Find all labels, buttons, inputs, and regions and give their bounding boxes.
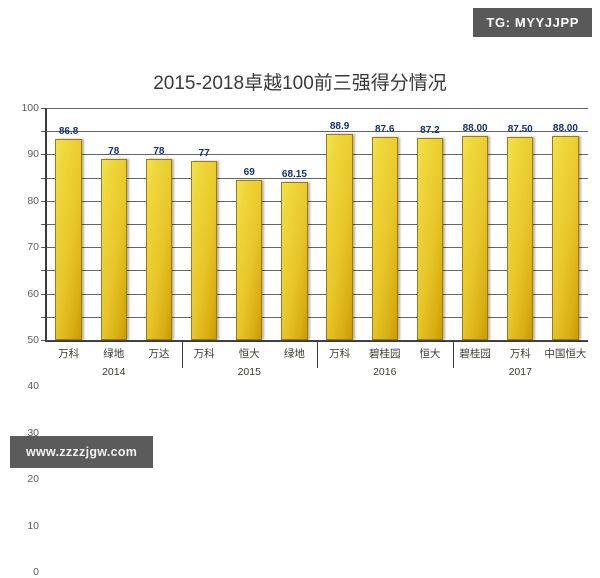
bar-value-label: 87.50 <box>507 124 533 135</box>
bar-value-label: 87.2 <box>420 124 440 136</box>
y-tick-mark <box>41 247 46 249</box>
bar: 78 <box>145 146 172 340</box>
x-axis-category-label: 万科 <box>329 348 351 360</box>
y-tick-mark <box>41 340 46 341</box>
group-separator <box>181 340 183 368</box>
bar: 77 <box>190 148 218 340</box>
gridline: 30 <box>27 270 588 439</box>
x-axis-group-label: 2016 <box>373 366 397 378</box>
y-tick-mark <box>41 224 46 225</box>
y-axis-tick-label: 70 <box>27 241 39 254</box>
gridline: 60 <box>27 200 588 300</box>
y-axis-tick-label: 90 <box>27 148 39 161</box>
bar-value-label: 88.00 <box>462 122 488 134</box>
gridline: 20 <box>27 293 588 485</box>
y-axis-tick-label: 60 <box>27 287 39 300</box>
bar: 87.6 <box>371 124 398 340</box>
y-axis-tick-label: 10 <box>27 519 39 532</box>
x-axis-category-label: 中国恒大 <box>544 348 587 360</box>
y-axis-tick-label: 40 <box>27 380 39 393</box>
y-axis-line <box>45 108 47 342</box>
y-axis-tick-label: 30 <box>27 426 39 439</box>
site-watermark: www.zzzzjgw.com <box>10 436 154 468</box>
bar: 87.2 <box>416 125 443 340</box>
group-separator <box>317 340 318 368</box>
y-tick-mark <box>41 108 46 109</box>
y-axis-tick-label: 100 <box>21 102 39 114</box>
x-axis-group-label: 2017 <box>508 366 532 378</box>
bar: 88.00 <box>552 123 579 340</box>
group-separator <box>452 340 454 368</box>
y-axis-tick-label: 20 <box>27 473 39 486</box>
bar-value-label: 68.15 <box>281 168 307 180</box>
y-axis-tick-label: 0 <box>33 566 39 578</box>
bar: 87.50 <box>507 124 534 340</box>
gridline: 40 <box>27 247 588 392</box>
x-axis-category-label: 碧桂园 <box>369 348 401 360</box>
gridline: 80 <box>27 154 588 207</box>
bar-value-label: 78 <box>108 146 120 158</box>
y-tick-mark <box>41 177 46 179</box>
bar-value-label: 69 <box>243 166 255 178</box>
gridline: 90 <box>27 131 588 160</box>
y-tick-mark <box>41 316 46 318</box>
gridline: 70 <box>27 177 588 253</box>
y-tick-mark <box>41 293 46 295</box>
x-axis-category-label: 万科 <box>193 348 215 360</box>
y-axis-tick-label: 50 <box>27 334 39 346</box>
plot-area: 0 10 20 30 40 50 60 70 80 90 100 86.8 78 78 77 69 68.15 8… <box>21 102 588 578</box>
x-axis-group-label: 2014 <box>102 366 126 378</box>
x-axis-category-label: 碧桂园 <box>459 348 491 360</box>
x-axis-category-label: 万科 <box>58 348 80 360</box>
bar: 88.00 <box>461 123 489 340</box>
bar-value-label: 77 <box>198 148 210 160</box>
bar-value-label: 78 <box>153 146 165 158</box>
gridline: 50 <box>27 224 588 346</box>
x-axis-category-label: 万达 <box>148 348 170 360</box>
x-axis-category-label: 绿地 <box>283 348 305 360</box>
y-axis-tick-label: 80 <box>27 194 39 207</box>
x-axis-category-label: 恒大 <box>419 348 441 360</box>
x-axis-category-label: 绿地 <box>103 348 125 360</box>
gridline: 100 <box>21 102 588 114</box>
x-axis-category-label: 万科 <box>509 348 531 360</box>
bar-value-label: 86.8 <box>58 125 79 137</box>
bar: 69 <box>236 167 263 340</box>
y-tick-mark <box>41 200 46 202</box>
y-tick-mark <box>41 154 46 156</box>
chart-screenshot: TG: MYYJJPP 2015-2018卓越100前三强得分情况 0 10 20 3… <box>10 8 592 578</box>
bar-value-label: 87.6 <box>375 123 395 135</box>
x-axis-group-label: 2015 <box>237 366 261 378</box>
bar-value-label: 88.00 <box>552 122 578 134</box>
bar: 88.9 <box>326 121 353 340</box>
bar: 86.8 <box>55 126 82 340</box>
x-axis-category-label: 恒大 <box>238 348 260 360</box>
y-tick-mark <box>41 131 46 133</box>
tg-badge: TG: MYYJJPP <box>473 8 592 37</box>
bar: 78 <box>100 146 127 340</box>
x-axis-line <box>45 340 588 342</box>
bar: 68.15 <box>281 169 308 340</box>
chart-title: 2015-2018卓越100前三强得分情况 <box>153 73 447 94</box>
bar-value-label: 88.9 <box>329 120 350 132</box>
y-tick-mark <box>41 270 46 272</box>
